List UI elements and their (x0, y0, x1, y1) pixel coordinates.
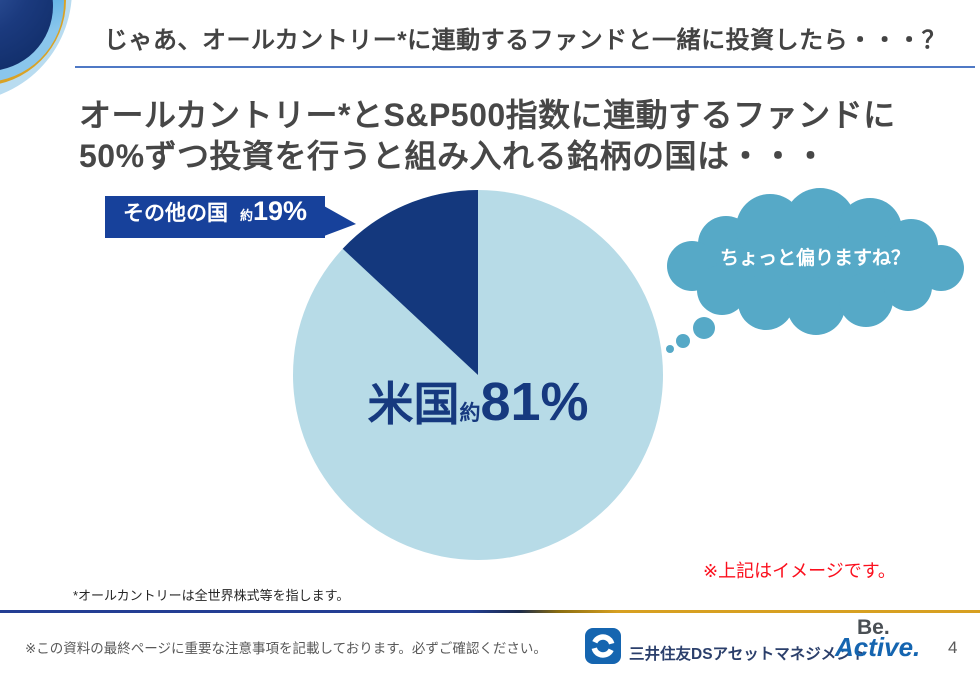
image-disclaimer-note: ※上記はイメージです。 (703, 561, 896, 581)
page-number: 4 (948, 638, 958, 657)
main-heading-line2: 50%ずつ投資を行うと組み入れる銘柄の国は・・・ (79, 138, 828, 174)
thought-bubble-icon (666, 188, 964, 353)
thought-bubble-text: ちょっと偏りますね？ (719, 248, 910, 269)
pie-slice-other (342, 190, 478, 375)
pie-label-approx: 約 (459, 402, 481, 425)
pie-chart (293, 190, 663, 560)
company-name: 三井住友DSアセットマネジメント (629, 646, 868, 663)
pie-label-value: 81% (480, 372, 589, 432)
brand-be: Be. (857, 616, 890, 639)
asterisk-footnote: *オールカントリーは全世界株式等を指します。 (73, 588, 350, 603)
main-heading-line1: オールカントリー*とS&P500指数に連動するファンドに (79, 97, 896, 133)
callout-label: その他の国 (122, 202, 228, 225)
slide-header-title: じゃあ、オールカントリー*に連動するファンドと一緒に投資したら・・・？ (104, 27, 947, 54)
footer-logo-group: 三井住友DSアセットマネジメント Be. Active. 4 (585, 616, 965, 671)
callout-approx: 約 (239, 208, 253, 223)
footer-disclaimer: ※この資料の最終ページに重要な注意事項を記載しております。必ずご確認ください。 (25, 641, 547, 656)
be-active-logo: Be. Active. (835, 616, 940, 666)
brand-active: Active. (835, 632, 921, 662)
pie-label-country: 米国 (367, 378, 460, 430)
callout-value: 19% (252, 196, 308, 226)
main-heading: オールカントリー*とS&P500指数に連動するファンドに 50%ずつ投資を行うと… (79, 95, 959, 177)
footer-divider-line (0, 610, 980, 613)
pie-center-label: 米国約81% (288, 368, 668, 434)
company-logo-icon (585, 628, 621, 664)
corner-decoration-icon (0, 0, 160, 140)
header-divider-line (75, 66, 975, 68)
other-countries-callout: その他の国 約 19% (105, 196, 325, 238)
